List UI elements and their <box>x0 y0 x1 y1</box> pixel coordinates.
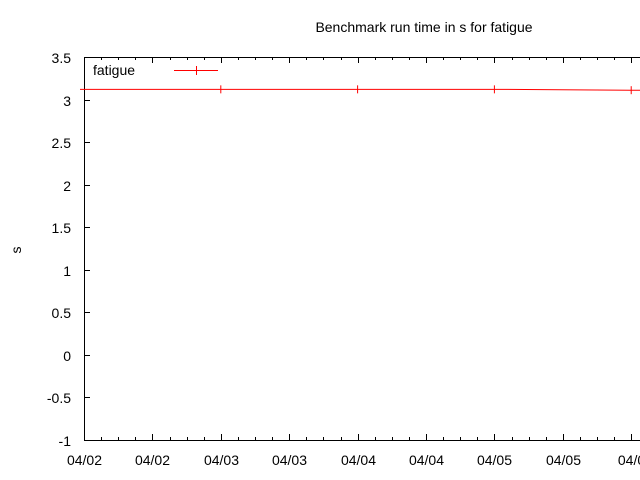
series-line <box>80 88 640 91</box>
plot-area <box>80 85 640 95</box>
legend <box>174 66 218 75</box>
x-tick-label: 04/05 <box>545 452 582 468</box>
x-tick-label: 04/04 <box>340 452 377 468</box>
y-tick-label: 0.5 <box>51 304 71 321</box>
y-tick-label: 1.5 <box>51 219 71 236</box>
y-tick-label: -1 <box>58 432 71 449</box>
y-axis-label: s <box>8 246 24 254</box>
y-tick-label: 3 <box>63 92 71 109</box>
x-tick-label: 04/04 <box>408 452 445 468</box>
y-tick-label: 0 <box>63 347 71 364</box>
x-tick-label: 04/03 <box>203 452 240 468</box>
plot-border <box>84 57 640 441</box>
x-tick-label: 04/05 <box>476 452 513 468</box>
chart-title: Benchmark run time in s for fatigue <box>315 19 533 35</box>
legend-label: fatigue <box>93 62 136 78</box>
y-tick-label: -0.5 <box>46 389 71 406</box>
x-tick-label: 04/02 <box>66 452 103 468</box>
y-tick-label: 1 <box>63 262 71 279</box>
x-tick-label: 04/02 <box>134 452 171 468</box>
y-tick-label: 2.5 <box>51 134 71 151</box>
axes <box>84 57 640 441</box>
x-tick-label: 04/03 <box>271 452 308 468</box>
y-tick-label: 2 <box>63 177 71 194</box>
y-tick-label: 3.5 <box>51 49 71 66</box>
x-tick-label: 04/0 <box>617 452 640 468</box>
